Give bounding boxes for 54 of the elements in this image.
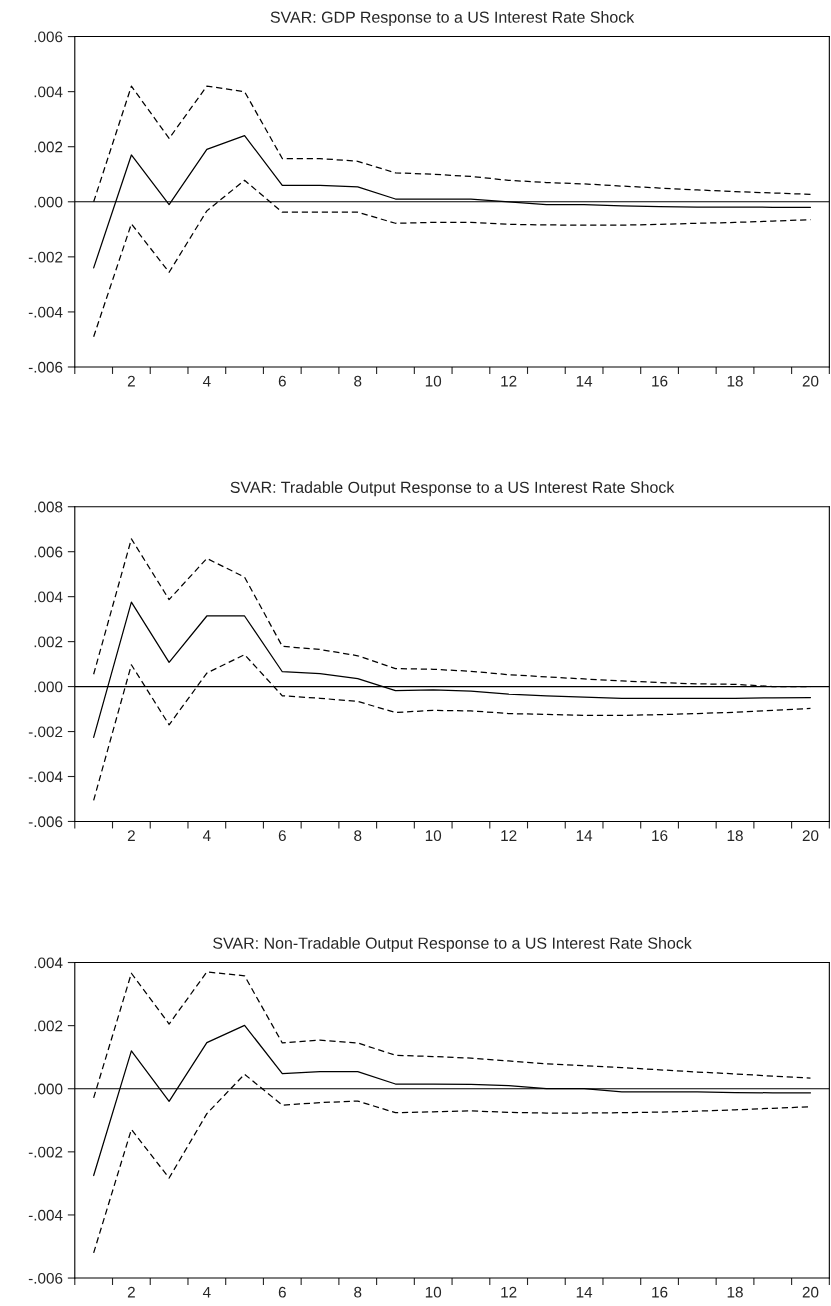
- x-tick-label: 20: [802, 1286, 819, 1298]
- y-tick-label: .000: [34, 1083, 63, 1095]
- x-tick-label: 2: [127, 1286, 135, 1298]
- x-tick-label: 8: [354, 375, 362, 387]
- chart-title: SVAR: Tradable Output Response to a US Interest Rate Shock: [230, 481, 675, 497]
- x-tick-label: 4: [202, 1286, 211, 1298]
- y-tick-label: .004: [34, 86, 63, 98]
- chart-title: SVAR: Non-Tradable Output Response to a US Interest Rate Shock: [213, 937, 692, 952]
- y-tick-label: -.004: [28, 1209, 63, 1221]
- x-tick-label: 6: [278, 375, 286, 387]
- y-tick-label: .006: [34, 546, 63, 558]
- x-tick-label: 16: [652, 375, 668, 387]
- x-tick-label: 8: [354, 1286, 362, 1298]
- y-tick-label: -.002: [28, 726, 63, 738]
- x-tick-label: 20: [802, 830, 819, 842]
- x-tick-label: 8: [354, 830, 362, 842]
- y-tick-label: .006: [34, 31, 63, 43]
- x-tick-label: 12: [501, 375, 517, 387]
- y-tick-label: .004: [34, 591, 63, 603]
- x-tick-label: 18: [727, 1286, 743, 1298]
- x-tick-label: 18: [727, 830, 743, 842]
- x-tick-label: 12: [501, 830, 517, 841]
- x-tick-label: 14: [576, 830, 593, 841]
- x-tick-label: 2: [127, 830, 135, 841]
- y-tick-label: -.004: [28, 771, 63, 783]
- y-tick-label: .004: [34, 957, 63, 969]
- x-tick-label: 4: [202, 375, 211, 387]
- chart-title: SVAR: GDP Response to a US Interest Rate Shock: [270, 11, 635, 26]
- y-tick-label: .000: [34, 681, 63, 693]
- x-tick-label: 4: [202, 830, 211, 841]
- y-tick-label: -.006: [28, 1272, 63, 1284]
- x-tick-label: 6: [278, 1286, 286, 1298]
- y-tick-label: -.002: [28, 251, 63, 263]
- y-tick-label: -.006: [28, 361, 63, 373]
- y-tick-label: -.006: [28, 816, 63, 828]
- x-tick-label: 18: [727, 375, 743, 387]
- y-tick-label: -.002: [28, 1146, 63, 1158]
- x-tick-label: 12: [501, 1286, 517, 1298]
- y-tick-label: .002: [34, 636, 63, 648]
- x-tick-label: 16: [652, 1286, 668, 1298]
- x-tick-label: 10: [425, 375, 442, 387]
- x-tick-label: 20: [802, 375, 819, 387]
- x-tick-label: 10: [425, 830, 442, 842]
- x-tick-label: 14: [576, 375, 593, 387]
- y-tick-label: .000: [34, 196, 63, 208]
- x-tick-label: 2: [127, 375, 135, 387]
- x-tick-label: 6: [278, 830, 286, 842]
- y-tick-label: -.004: [28, 306, 63, 318]
- x-tick-label: 10: [425, 1286, 442, 1298]
- y-tick-label: .002: [34, 1020, 63, 1032]
- y-tick-label: .008: [34, 501, 63, 513]
- y-tick-label: .002: [34, 141, 63, 153]
- x-tick-label: 14: [576, 1286, 593, 1298]
- x-tick-label: 16: [652, 830, 668, 842]
